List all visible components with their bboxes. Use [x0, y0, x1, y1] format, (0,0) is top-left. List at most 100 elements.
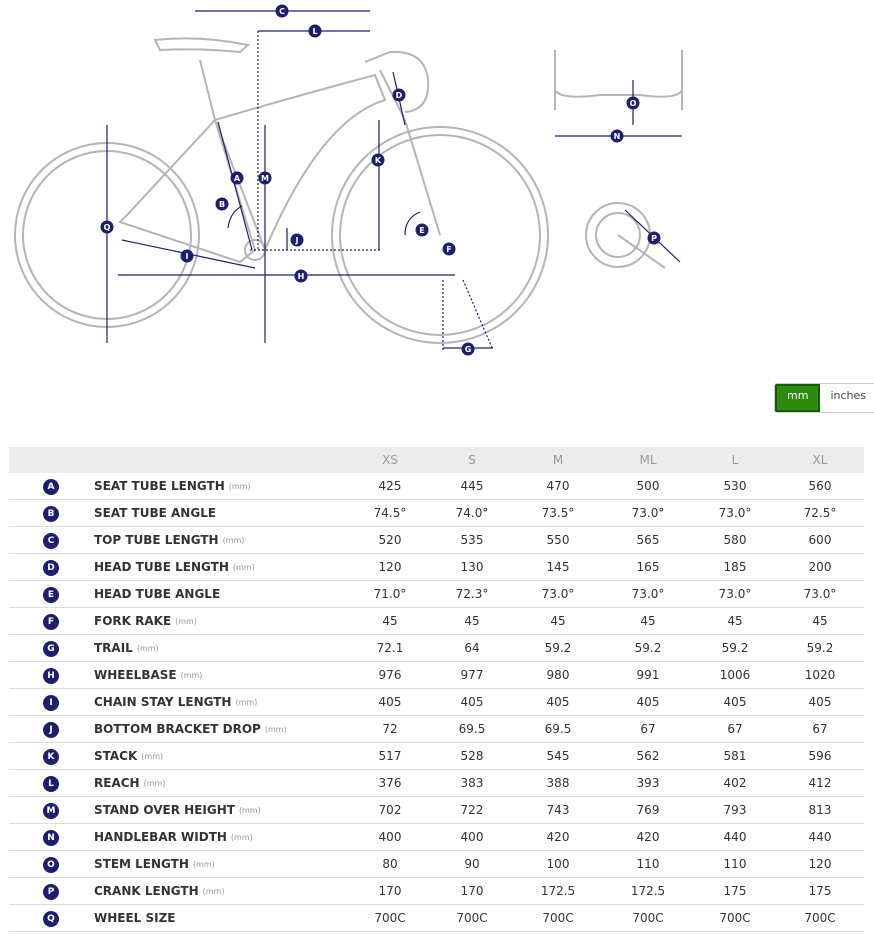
value-cell: 400	[378, 830, 402, 844]
size-header: ML	[639, 453, 657, 467]
marker-circle	[180, 249, 194, 263]
table-row: A SEAT TUBE LENGTH (mm) 425 445 470 500 530 560	[9, 473, 864, 500]
table-row: Q WHEEL SIZE 700C 700C 700C 700C 700C 700C	[9, 905, 864, 932]
value-cell: 120	[378, 560, 402, 574]
dimension-lines	[106, 10, 682, 351]
value-cell: 67	[727, 722, 743, 736]
diagram-marker: O	[626, 96, 640, 110]
marker-circle	[647, 231, 661, 245]
value-cell: 405	[546, 695, 570, 709]
value-cell: 980	[546, 668, 570, 682]
table-row: D HEAD TUBE LENGTH (mm) 120 130 145 165 185 200	[9, 554, 864, 581]
measure-name: TRAIL (mm)	[94, 635, 159, 661]
marker-letter: E	[419, 226, 424, 235]
measure-unit: (mm)	[141, 751, 164, 761]
diagram-marker: H	[294, 269, 308, 283]
marker-circle	[294, 269, 308, 283]
measure-unit: (mm)	[230, 832, 253, 842]
measure-unit: (mm)	[228, 481, 251, 491]
table-row: I CHAIN STAY LENGTH (mm) 405 405 405 405 405 405	[9, 689, 864, 716]
table-row: K STACK (mm) 517 528 545 562 581 596	[9, 743, 864, 770]
measure-label: FORK RAKE	[94, 614, 172, 628]
letter-badge: P	[43, 884, 59, 900]
letter-badge: K	[43, 749, 59, 765]
value-cell: 71.0°	[373, 587, 407, 601]
value-cell: 440	[723, 830, 747, 844]
value-cell: 520	[378, 533, 402, 547]
marker-letter: G	[465, 345, 472, 354]
value-cell: 45	[464, 614, 480, 628]
geometry-table: XS S M ML L XL A SEAT TUBE LENGTH (mm) 425 445 470 5…	[9, 447, 864, 932]
table-row: F FORK RAKE (mm) 45 45 45 45 45 45	[9, 608, 864, 635]
marker-circle	[290, 233, 304, 247]
letter-badge: F	[43, 614, 59, 630]
letter-badge: D	[43, 560, 59, 576]
table-row: E HEAD TUBE ANGLE 71.0° 72.3° 73.0° 73.0° 73.0…	[9, 581, 864, 608]
table-row: G TRAIL (mm) 72.1 64 59.2 59.2 59.2 59.2	[9, 635, 864, 662]
value-cell: 130	[460, 560, 484, 574]
value-cell: 175	[723, 884, 747, 898]
marker-circle	[100, 220, 114, 234]
table-row: N HANDLEBAR WIDTH (mm) 400 400 420 420 440 440	[9, 824, 864, 851]
value-cell: 445	[460, 479, 484, 493]
measure-unit: (mm)	[136, 643, 159, 653]
measure-name: FORK RAKE (mm)	[94, 608, 197, 634]
marker-letter: C	[279, 7, 285, 16]
measure-label: STEM LENGTH	[94, 857, 189, 871]
value-cell: 74.5°	[373, 506, 407, 520]
value-cell: 67	[640, 722, 656, 736]
unit-button[interactable]: inches	[820, 384, 874, 408]
measure-name: STACK (mm)	[94, 743, 163, 769]
measure-label: TOP TUBE LENGTH	[94, 533, 219, 547]
marker-circle	[275, 4, 289, 18]
measure-label: STAND OVER HEIGHT	[94, 803, 235, 817]
measure-label: SEAT TUBE ANGLE	[94, 506, 217, 520]
measure-label: WHEELBASE	[94, 668, 177, 682]
value-cell: 73.0°	[803, 587, 837, 601]
marker-circle	[215, 197, 229, 211]
value-cell: 545	[546, 749, 570, 763]
value-cell: 991	[636, 668, 660, 682]
marker-circle	[308, 24, 322, 38]
table-row: M STAND OVER HEIGHT (mm) 702 722 743 769 793 813	[9, 797, 864, 824]
value-cell: 560	[808, 479, 832, 493]
marker-letter: F	[446, 245, 451, 254]
measure-unit: (mm)	[180, 670, 203, 680]
letter-badge: B	[43, 506, 59, 522]
table-row: H WHEELBASE (mm) 976 977 980 991 1006 1020	[9, 662, 864, 689]
size-header: M	[552, 453, 564, 467]
value-cell: 74.0°	[455, 506, 489, 520]
value-cell: 1020	[804, 668, 836, 682]
measure-name: BOTTOM BRACKET DROP (mm)	[94, 716, 287, 742]
measure-name: HEAD TUBE LENGTH (mm)	[94, 554, 255, 580]
marker-circle	[230, 171, 244, 185]
value-cell: 69.5	[458, 722, 486, 736]
value-cell: 405	[378, 695, 402, 709]
measure-name: STAND OVER HEIGHT (mm)	[94, 797, 261, 823]
unit-toggle: mm inches	[774, 383, 874, 413]
measure-label: WHEEL SIZE	[94, 911, 176, 925]
measure-name: STEM LENGTH (mm)	[94, 851, 215, 877]
value-cell: 185	[723, 560, 747, 574]
value-cell: 402	[723, 776, 747, 790]
value-cell: 813	[808, 803, 832, 817]
unit-button[interactable]: mm	[775, 384, 821, 412]
value-cell: 702	[378, 803, 402, 817]
measure-unit: (mm)	[192, 859, 215, 869]
value-cell: 1006	[719, 668, 751, 682]
measure-unit: (mm)	[235, 697, 258, 707]
marker-letter: D	[396, 91, 403, 100]
value-cell: 69.5	[544, 722, 572, 736]
value-cell: 517	[378, 749, 402, 763]
value-cell: 172.5	[630, 884, 666, 898]
diagram-marker: Q	[100, 220, 114, 234]
table-row: P CRANK LENGTH (mm) 170 170 172.5 172.5 175 175	[9, 878, 864, 905]
value-cell: 596	[808, 749, 832, 763]
value-cell: 388	[546, 776, 570, 790]
table-row: O STEM LENGTH (mm) 80 90 100 110 110 120	[9, 851, 864, 878]
value-cell: 59.2	[806, 641, 834, 655]
value-cell: 175	[808, 884, 832, 898]
measure-label: CHAIN STAY LENGTH	[94, 695, 232, 709]
measure-unit: (mm)	[232, 562, 255, 572]
value-cell: 500	[636, 479, 660, 493]
